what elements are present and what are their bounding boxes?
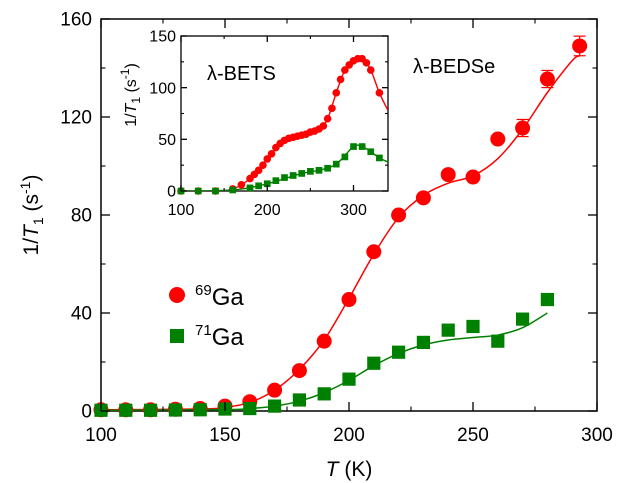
- main-series-green-point: [268, 399, 282, 413]
- main-series-red-point: [515, 120, 531, 136]
- main-series-red-point: [539, 71, 555, 87]
- main-series-green-point: [144, 403, 158, 417]
- inset-series-green-point: [324, 164, 331, 172]
- main-x-tick-label: 200: [333, 425, 365, 446]
- main-y-axis-title: 1/T1 (s-1): [17, 175, 46, 256]
- main-series-green-point: [243, 401, 257, 416]
- main-annotation-label: λ-BEDSe: [413, 56, 495, 78]
- main-y-tick-label: 40: [71, 304, 92, 325]
- main-x-tick-label: 100: [85, 425, 117, 446]
- inset-annotation-label: λ-BETS: [207, 63, 276, 85]
- inset-series-green-point: [332, 160, 340, 168]
- inset-series-red-point: [237, 181, 246, 189]
- main-series-green-point: [193, 403, 207, 417]
- inset-series-green-point: [307, 168, 314, 175]
- main-x-axis-title: T (K): [326, 458, 373, 481]
- main-series-red-point: [366, 244, 382, 260]
- inset-series-red-point: [332, 89, 341, 97]
- inset-series-green-point: [358, 143, 366, 150]
- main-y-tick-label: 80: [71, 206, 92, 227]
- main-series-red-point: [391, 207, 407, 223]
- main-series-green-point: [392, 345, 406, 359]
- inset-y-tick-label: 100: [149, 80, 176, 97]
- main-series-red-point: [440, 167, 456, 183]
- inset-series-red-point: [336, 75, 345, 84]
- main-series-green-point: [292, 393, 306, 407]
- inset-series-red-point: [254, 166, 263, 175]
- inset-series-green-point: [315, 166, 323, 174]
- inset-series-red-point: [323, 114, 332, 123]
- inset-series-red-point: [319, 122, 328, 130]
- main-series-green-point: [119, 403, 133, 417]
- main-series-green-point: [516, 312, 530, 326]
- inset-x-tick-label: 200: [254, 202, 281, 219]
- inset-x-tick-label: 300: [340, 202, 367, 219]
- inset-series-red-point: [366, 66, 375, 74]
- main-series-green-point: [441, 323, 455, 337]
- main-series-red-point: [291, 363, 307, 379]
- inset-series-green-point: [212, 187, 219, 195]
- main-series-green-point: [317, 387, 331, 401]
- inset-series-green-point: [263, 180, 271, 188]
- main-series-red-point: [572, 38, 588, 54]
- main-series-red-point: [341, 292, 357, 308]
- inset-series-green-point: [350, 143, 357, 150]
- inset-series-red-point: [328, 104, 336, 113]
- main-series-green-point: [466, 319, 480, 334]
- main-series-red-point: [465, 169, 481, 185]
- inset-series-green-point: [298, 170, 306, 177]
- inset-series-green-point: [194, 187, 202, 195]
- main-y-tick-label: 120: [60, 108, 92, 129]
- main-series-green-point: [416, 335, 430, 349]
- main-series-green-point: [168, 403, 182, 417]
- legend-69ga-label: 69Ga: [195, 282, 244, 311]
- inset-y-axis-title: 1/T1 (s-1): [118, 63, 143, 127]
- legend-71ga-marker: [170, 329, 184, 343]
- inset-series-green-point: [272, 177, 280, 185]
- main-x-tick-label: 250: [457, 425, 489, 446]
- inset-y-tick-label: 150: [149, 29, 176, 46]
- inset-series-red-point: [375, 89, 384, 97]
- inset-series-red-point: [341, 66, 349, 74]
- main-series-green-point: [367, 356, 381, 370]
- legend-69ga-marker: [169, 287, 185, 303]
- main-series-red-point: [490, 131, 506, 147]
- inset-series-red-point: [259, 161, 267, 169]
- main-series-green-point: [491, 334, 505, 348]
- inset-series-green-point: [281, 174, 288, 181]
- main-series-green-point: [540, 292, 554, 307]
- main-series-red-point: [267, 382, 283, 398]
- main-y-tick-label: 0: [81, 402, 92, 423]
- main-x-tick-label: 150: [209, 425, 241, 446]
- inset-y-tick-label: 0: [167, 184, 176, 201]
- inset-series-green-point: [376, 154, 383, 162]
- inset-x-tick-label: 100: [168, 202, 195, 219]
- inset-series-green-point: [341, 153, 349, 161]
- inset-series-green-point: [229, 186, 237, 194]
- main-x-tick-label: 300: [581, 425, 613, 446]
- legend: 69Ga 71Ga: [169, 282, 244, 351]
- inset-series-green-point: [255, 182, 262, 190]
- main-series-red-point: [316, 333, 332, 349]
- main-y-tick-label: 160: [60, 10, 92, 31]
- inset-series-green-point: [367, 148, 375, 156]
- inset-series-green-point: [246, 184, 254, 192]
- inset-y-tick-label: 50: [158, 132, 176, 149]
- inset-series-red-point: [267, 150, 276, 158]
- inset-series-green-point: [289, 172, 297, 179]
- inset-series-red-point: [362, 59, 371, 67]
- main-series-green-point: [342, 372, 356, 386]
- legend-71ga-label: 71Ga: [195, 322, 244, 351]
- inset-series-red-point: [263, 155, 272, 163]
- main-series-red-point: [415, 190, 431, 206]
